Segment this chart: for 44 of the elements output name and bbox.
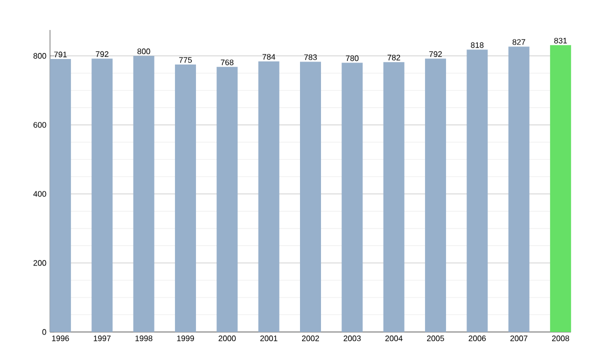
y-tick-label: 0: [42, 329, 46, 335]
data-label: 792: [96, 51, 108, 57]
data-label: 780: [346, 55, 359, 62]
x-tick-label: 1996: [52, 336, 69, 342]
data-label: 792: [429, 51, 442, 57]
data-label: 827: [512, 39, 526, 45]
data-label: 791: [54, 52, 67, 58]
data-label: 800: [137, 48, 150, 54]
bar: [174, 64, 196, 332]
bar: [216, 66, 238, 332]
x-tick-label: 2001: [260, 336, 278, 342]
data-label: 782: [388, 54, 400, 60]
x-tick-label: 2006: [468, 336, 486, 342]
x-tick-label: 1999: [177, 336, 194, 342]
bar: [425, 58, 446, 332]
bar: [508, 46, 530, 332]
x-tick-label: 2002: [302, 336, 319, 342]
x-tick-label: 2007: [510, 336, 528, 342]
x-tick-label: 1998: [136, 336, 152, 342]
x-tick-label: 2000: [218, 336, 236, 342]
bar: [466, 50, 488, 332]
y-tick-label: 800: [33, 53, 46, 59]
data-label: 768: [220, 60, 234, 66]
bar: [50, 58, 71, 332]
y-tick-label: 600: [34, 122, 46, 128]
data-label: 784: [262, 54, 276, 60]
data-label: 775: [179, 57, 192, 63]
bar: [550, 45, 572, 332]
x-tick-label: 2003: [344, 336, 361, 342]
data-label: 783: [304, 54, 317, 60]
x-tick-label: 1997: [94, 336, 111, 342]
bar: [300, 62, 321, 332]
data-label: 818: [470, 42, 484, 48]
x-tick-label: 2005: [427, 336, 444, 342]
x-tick-label: 2004: [385, 336, 403, 342]
y-tick-label: 400: [33, 191, 46, 197]
bar: [383, 62, 404, 332]
bar: [258, 61, 280, 332]
data-label: 831: [554, 38, 567, 44]
x-tick-label: 2008: [552, 336, 570, 342]
y-tick-label: 200: [34, 260, 46, 266]
bar: [342, 62, 363, 332]
bar: [92, 58, 113, 332]
bar: [133, 56, 154, 332]
